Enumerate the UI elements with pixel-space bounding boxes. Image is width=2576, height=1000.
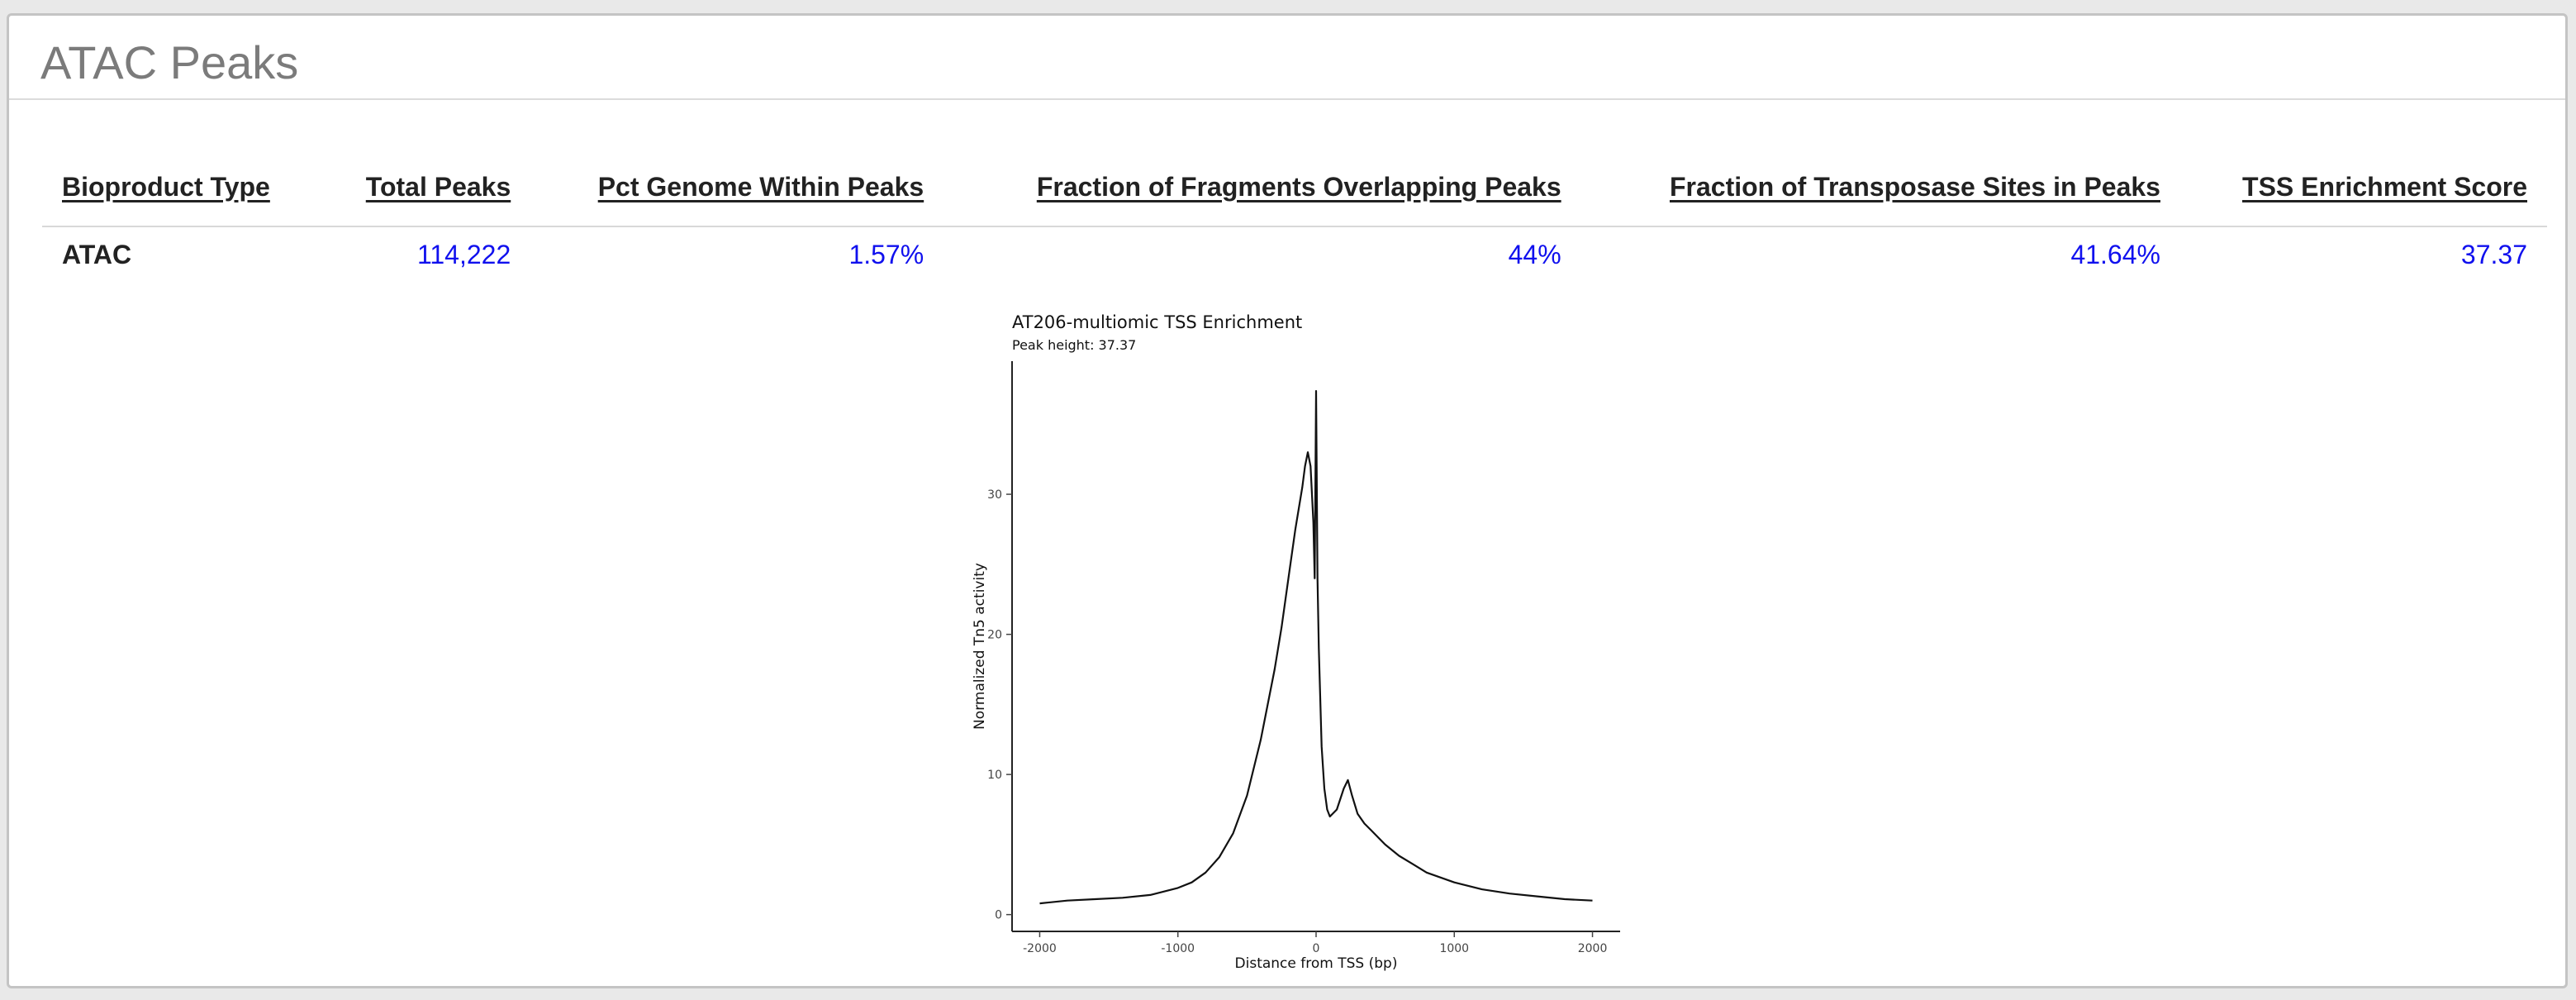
- y-axis-label: Normalized Tn5 activity: [972, 563, 988, 730]
- y-tick-label: 0: [995, 909, 1002, 922]
- y-tick-label: 10: [987, 769, 1002, 782]
- header-bioproduct-type: Bioproduct Type: [42, 148, 322, 227]
- table-row: ATAC 114,222 1.57% 44% 41.64% 37.37: [42, 226, 2547, 282]
- chart-subtitle: Peak height: 37.37: [1012, 337, 1136, 353]
- x-axis-ticks: -2000 -1000 0 1000 2000: [1023, 931, 1607, 955]
- x-tick-label: 0: [1313, 942, 1320, 955]
- table-header-row: Bioproduct Type Total Peaks Pct Genome W…: [42, 148, 2547, 227]
- tss-enrichment-chart: AT206-multiomic TSS Enrichment Peak heig…: [951, 297, 1645, 983]
- x-tick-label: -1000: [1161, 942, 1195, 955]
- x-tick-label: 2000: [1578, 942, 1608, 955]
- x-tick-label: -2000: [1023, 942, 1057, 955]
- metrics-table: Bioproduct Type Total Peaks Pct Genome W…: [42, 148, 2547, 282]
- cell-bioproduct-type: ATAC: [62, 239, 132, 269]
- cell-tss-enrichment-score: 37.37: [2460, 239, 2527, 269]
- header-tss-enrichment-score: TSS Enrichment Score: [2179, 148, 2547, 227]
- section-title: ATAC Peaks: [40, 36, 299, 88]
- chart-title: AT206-multiomic TSS Enrichment: [1012, 312, 1302, 332]
- cell-pct-genome-within-peaks: 1.57%: [848, 239, 924, 269]
- y-tick-label: 30: [987, 488, 1002, 502]
- header-fraction-transposase-sites-in-peaks: Fraction of Transposase Sites in Peaks: [1580, 148, 2180, 227]
- y-tick-label: 20: [987, 629, 1002, 642]
- y-axis-ticks: 0 10 20 30: [987, 488, 1012, 922]
- tss-enrichment-plot: AT206-multiomic TSS Enrichment Peak heig…: [972, 312, 1620, 972]
- header-fraction-fragments-overlapping-peaks: Fraction of Fragments Overlapping Peaks: [943, 148, 1581, 227]
- atac-peaks-panel: ATAC Peaks Bioproduct Type Total Peaks P…: [7, 13, 2568, 988]
- header-total-peaks: Total Peaks: [321, 148, 531, 227]
- cell-fraction-transposase-sites-in-peaks: 41.64%: [2070, 239, 2160, 269]
- header-pct-genome-within-peaks: Pct Genome Within Peaks: [530, 148, 944, 227]
- metrics-table-container: Bioproduct Type Total Peaks Pct Genome W…: [42, 148, 2547, 282]
- x-tick-label: 1000: [1439, 942, 1469, 955]
- x-axis-label: Distance from TSS (bp): [1235, 955, 1398, 972]
- tss-enrichment-series-line: [1039, 390, 1593, 905]
- cell-total-peaks: 114,222: [416, 239, 511, 269]
- cell-fraction-fragments-overlapping-peaks: 44%: [1508, 239, 1561, 269]
- panel-header: ATAC Peaks: [9, 16, 2565, 100]
